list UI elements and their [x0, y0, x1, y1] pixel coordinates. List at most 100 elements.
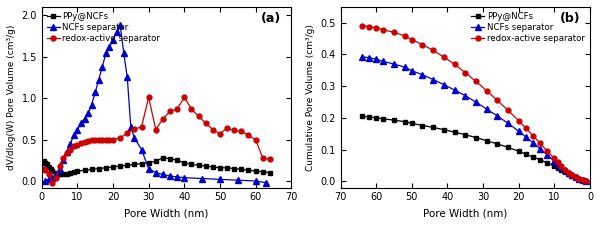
PPy@NCFs	[95, 167, 103, 170]
PPy@NCFs	[145, 161, 152, 164]
NCFs separator	[358, 55, 365, 58]
NCFs separator	[67, 142, 74, 145]
PPy@NCFs	[88, 168, 95, 171]
Line: redox-active separator: redox-active separator	[359, 23, 589, 184]
redox-active separator	[572, 176, 580, 179]
PPy@NCFs	[494, 143, 501, 145]
redox-active separator	[536, 142, 544, 145]
redox-active separator	[202, 122, 209, 124]
redox-active separator	[223, 127, 230, 129]
redox-active separator	[74, 143, 81, 146]
PPy@NCFs	[544, 162, 551, 164]
Line: PPy@NCFs: PPy@NCFs	[360, 114, 589, 183]
NCFs separator	[160, 173, 167, 176]
NCFs separator	[138, 148, 145, 151]
redox-active separator	[63, 151, 70, 154]
PPy@NCFs	[401, 120, 408, 123]
redox-active separator	[583, 180, 590, 183]
PPy@NCFs	[238, 168, 245, 171]
redox-active separator	[522, 127, 529, 129]
Line: PPy@NCFs: PPy@NCFs	[41, 156, 272, 176]
redox-active separator	[551, 157, 558, 160]
redox-active separator	[483, 89, 490, 92]
redox-active separator	[59, 156, 67, 159]
NCFs separator	[131, 137, 138, 139]
Y-axis label: dV/dlog(W) Pore Volume (cm³/g): dV/dlog(W) Pore Volume (cm³/g)	[7, 25, 16, 170]
redox-active separator	[544, 150, 551, 153]
redox-active separator	[391, 31, 398, 34]
NCFs separator	[173, 176, 181, 178]
redox-active separator	[238, 130, 245, 133]
PPy@NCFs	[391, 119, 398, 122]
PPy@NCFs	[551, 165, 558, 167]
redox-active separator	[152, 128, 160, 131]
PPy@NCFs	[173, 159, 181, 162]
PPy@NCFs	[529, 155, 536, 158]
redox-active separator	[49, 182, 56, 185]
NCFs separator	[551, 160, 558, 162]
PPy@NCFs	[505, 146, 512, 149]
redox-active separator	[529, 134, 536, 137]
NCFs separator	[483, 108, 490, 110]
NCFs separator	[472, 101, 479, 104]
NCFs separator	[217, 178, 224, 181]
NCFs separator	[113, 30, 120, 33]
PPy@NCFs	[380, 117, 387, 120]
NCFs separator	[419, 73, 426, 76]
NCFs separator	[554, 163, 562, 166]
redox-active separator	[515, 119, 523, 122]
redox-active separator	[40, 168, 47, 171]
NCFs separator	[440, 83, 448, 86]
PPy@NCFs	[56, 172, 63, 175]
PPy@NCFs	[74, 170, 81, 172]
redox-active separator	[472, 80, 479, 83]
Legend: PPy@NCFs, NCFs separator, redox-active separator: PPy@NCFs, NCFs separator, redox-active s…	[46, 11, 161, 43]
PPy@NCFs	[451, 131, 458, 133]
NCFs separator	[116, 24, 124, 27]
redox-active separator	[56, 165, 63, 167]
NCFs separator	[583, 180, 590, 183]
redox-active separator	[52, 176, 59, 179]
PPy@NCFs	[49, 170, 56, 172]
NCFs separator	[166, 175, 173, 177]
NCFs separator	[181, 176, 188, 179]
PPy@NCFs	[515, 150, 523, 153]
redox-active separator	[408, 38, 415, 41]
PPy@NCFs	[259, 171, 266, 173]
X-axis label: Pore Width (nm): Pore Width (nm)	[124, 208, 209, 218]
redox-active separator	[45, 173, 52, 176]
redox-active separator	[579, 179, 586, 182]
NCFs separator	[579, 179, 586, 181]
redox-active separator	[92, 138, 99, 141]
redox-active separator	[109, 138, 116, 141]
PPy@NCFs	[373, 117, 380, 119]
redox-active separator	[195, 115, 202, 118]
PPy@NCFs	[209, 166, 217, 168]
NCFs separator	[522, 136, 529, 138]
NCFs separator	[74, 128, 81, 131]
redox-active separator	[419, 43, 426, 46]
Y-axis label: Cumulative Pore Volume (cm³/g): Cumulative Pore Volume (cm³/g)	[306, 24, 315, 171]
Text: (a): (a)	[261, 12, 281, 25]
PPy@NCFs	[266, 171, 274, 174]
redox-active separator	[217, 132, 224, 135]
redox-active separator	[562, 168, 569, 171]
redox-active separator	[230, 129, 238, 132]
redox-active separator	[124, 132, 131, 134]
PPy@NCFs	[59, 173, 67, 176]
NCFs separator	[145, 167, 152, 170]
NCFs separator	[252, 180, 259, 182]
PPy@NCFs	[252, 170, 259, 172]
redox-active separator	[259, 156, 266, 159]
redox-active separator	[358, 24, 365, 27]
redox-active separator	[166, 110, 173, 113]
NCFs separator	[106, 45, 113, 48]
NCFs separator	[430, 78, 437, 81]
NCFs separator	[408, 69, 415, 72]
PPy@NCFs	[188, 163, 195, 166]
NCFs separator	[42, 180, 49, 182]
redox-active separator	[505, 109, 512, 112]
NCFs separator	[234, 179, 241, 182]
NCFs separator	[451, 89, 458, 91]
Legend: PPy@NCFs, NCFs separator, redox-active separator: PPy@NCFs, NCFs separator, redox-active s…	[470, 11, 586, 43]
